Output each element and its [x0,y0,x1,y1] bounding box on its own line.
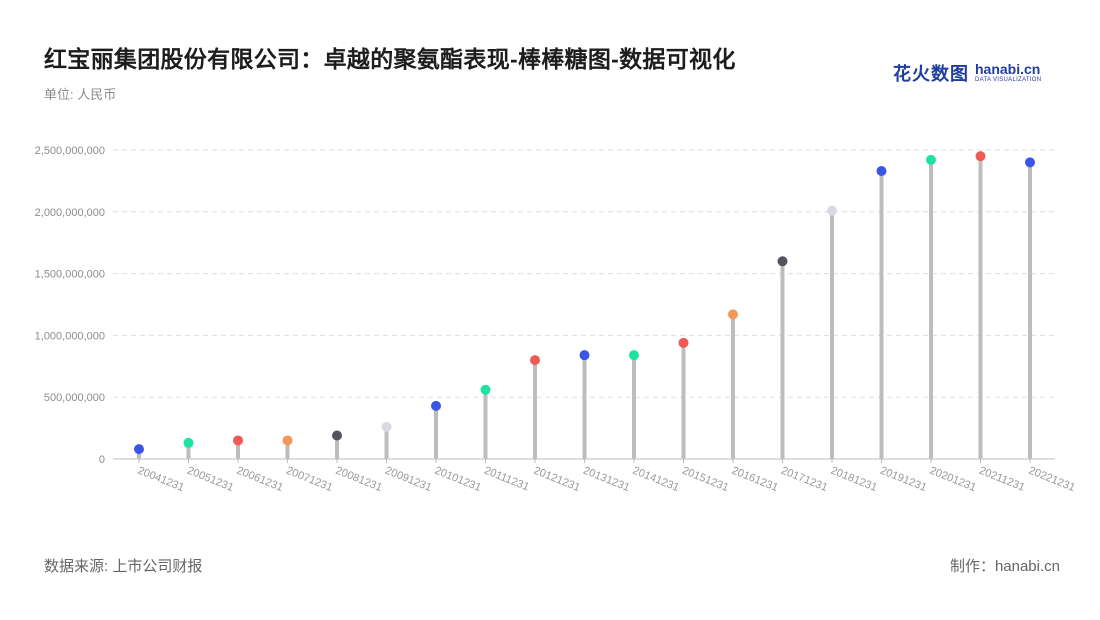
lollipop-point [134,444,144,455]
lollipop-point [827,205,837,216]
x-tick-label: 20051231 [185,465,235,494]
x-tick-label: 20121231 [532,465,582,494]
logo-en-text: hanabi.cn [975,61,1041,77]
y-tick-label: 2,500,000,000 [35,145,105,157]
lollipop-point [332,430,342,441]
x-tick-label: 20191231 [878,465,928,494]
lollipop-point [282,435,293,446]
lollipop-point [381,421,392,432]
x-tick-label: 20081231 [334,465,384,494]
credit-text: 制作：hanabi.cn [949,558,1060,575]
x-tick-label: 20151231 [680,465,730,494]
lollipop-point [183,437,194,448]
x-tick-label: 20201231 [928,465,978,494]
lollipop-point [678,337,689,348]
lollipop-point [975,151,986,162]
x-axis: 20041231 20051231 20061231 20071231 20081231… [113,458,1077,494]
lollipop-point [431,400,441,411]
lollipop-point [233,435,243,446]
unit-label: 单位: 人民币 [44,87,117,102]
x-tick-label: 20221231 [1027,465,1077,494]
lollipop-point [876,166,887,177]
y-tick-label: 0 [99,454,105,466]
data-source: 数据来源: 上市公司财报 [44,558,203,575]
y-axis: 0 500,000,000 1,000,000,000 1,500,000,000 2,… [35,145,105,466]
x-tick-label: 20101231 [433,465,483,494]
chart-title: 红宝丽集团股份有限公司：卓越的聚氨酯表现-棒棒糖图-数据可视化 [44,46,736,72]
x-tick-label: 20091231 [383,465,433,494]
x-tick-label: 20211231 [977,465,1026,494]
lollipop-point [530,355,540,366]
x-tick-label: 20061231 [235,465,285,494]
x-tick-label: 20161231 [730,465,780,494]
y-tick-label: 1,000,000,000 [35,330,105,342]
lollipop-point [777,256,788,267]
lollipop-point [728,309,738,320]
x-tick-label: 20041231 [136,465,186,494]
y-tick-label: 500,000,000 [44,392,105,404]
logo-cn-text: 花火数图 [893,64,969,84]
logo-en-subtext: DATA VISUALIZATION [975,77,1042,83]
logo-en-block: hanabi.cn DATA VISUALIZATION [975,62,1041,84]
x-tick-label: 20181231 [829,465,879,494]
lollipop-point [629,350,639,361]
x-tick-label: 20111231 [482,465,530,494]
y-tick-label: 2,000,000,000 [35,207,105,219]
lollipop-point [1025,157,1035,168]
x-tick-label: 20071231 [284,465,334,494]
brand-logo: 花火数图 hanabi.cn DATA VISUALIZATION [893,60,1041,86]
lollipop-point [579,350,590,361]
lollipop-point [926,154,936,165]
x-tick-label: 20171231 [779,465,829,494]
chart-marks [134,151,1035,459]
y-tick-label: 1,500,000,000 [35,269,105,281]
x-tick-label: 20131231 [581,465,631,494]
x-tick-label: 20141231 [631,465,681,494]
lollipop-point [480,384,491,395]
